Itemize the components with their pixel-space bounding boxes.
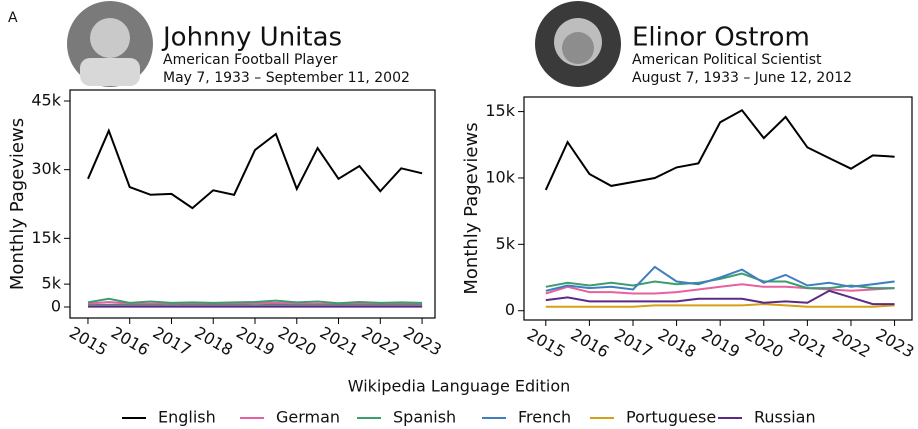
y-tick-label: 15k: [31, 228, 61, 247]
x-tick-label: 2020: [275, 323, 320, 360]
x-tick-label: 2019: [233, 323, 278, 360]
x-tick-label: 2015: [524, 325, 569, 362]
legend-label: German: [276, 408, 340, 427]
x-tick-label: 2021: [317, 323, 362, 360]
legend-label: Russian: [754, 408, 816, 427]
y-tick-label: 0: [51, 297, 61, 316]
x-tick-label: 2015: [66, 323, 111, 360]
person-role: American Football Player: [163, 52, 338, 68]
legend-title: Wikipedia Language Edition: [348, 377, 571, 396]
y-axis-label: Monthly Pageviews: [461, 122, 482, 294]
series-line: [544, 109, 895, 191]
series-line: [545, 265, 895, 292]
person-name: Elinor Ostrom: [632, 23, 810, 53]
y-tick-label: 0: [505, 300, 515, 319]
series-line: [87, 128, 423, 210]
x-tick-label: 2022: [358, 323, 403, 360]
series-line: [87, 300, 423, 306]
x-tick-label: 2022: [829, 325, 874, 362]
x-tick-label: 2016: [108, 323, 153, 360]
series-line: [545, 289, 895, 306]
plot-frame: [69, 89, 436, 319]
x-tick-label: 2019: [698, 325, 743, 362]
x-tick-label: 2018: [191, 323, 236, 360]
person-role: American Political Scientist: [632, 52, 822, 68]
x-tick-label: 2018: [655, 325, 700, 362]
x-tick-label: 2023: [873, 325, 918, 362]
y-tick-label: 5k: [42, 274, 62, 293]
y-tick-label: 5k: [496, 234, 516, 253]
portrait: [67, 1, 153, 87]
legend-label: Portuguese: [626, 408, 716, 427]
series-line: [545, 283, 895, 295]
x-tick-label: 2017: [150, 323, 195, 360]
y-tick-label: 15k: [485, 101, 515, 120]
x-tick-label: 2023: [400, 323, 445, 360]
person-dates: August 7, 1933 – June 12, 2012: [632, 70, 852, 86]
x-tick-label: 2021: [785, 325, 830, 362]
series-line: [87, 297, 423, 305]
panel-label: A: [8, 10, 18, 26]
y-axis-label: Monthly Pageviews: [7, 118, 28, 290]
person-name: Johnny Unitas: [161, 23, 342, 53]
series-line: [545, 303, 895, 308]
series-line: [545, 272, 895, 290]
legend-label: English: [158, 408, 216, 427]
y-tick-label: 10k: [485, 167, 515, 186]
y-tick-label: 30k: [31, 159, 61, 178]
portrait: [535, 1, 621, 87]
x-tick-label: 2020: [742, 325, 787, 362]
plot-frame: [523, 96, 913, 321]
x-tick-label: 2016: [568, 325, 613, 362]
x-tick-label: 2017: [611, 325, 656, 362]
legend-label: Spanish: [393, 408, 456, 427]
y-tick-label: 45k: [31, 90, 61, 109]
legend-label: French: [518, 408, 571, 427]
person-dates: May 7, 1933 – September 11, 2002: [163, 70, 410, 86]
